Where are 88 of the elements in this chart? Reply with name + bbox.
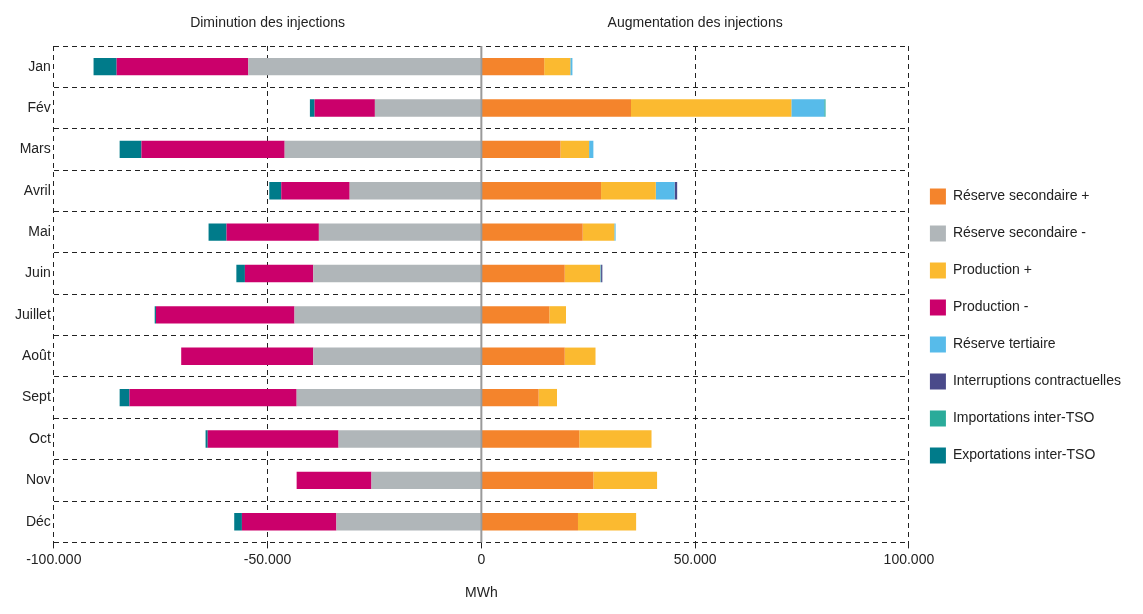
y-tick-label: Août [21, 347, 51, 364]
bar [601, 182, 656, 200]
bar [481, 264, 565, 283]
bar [119, 140, 142, 159]
y-tick-label: Oct [29, 429, 51, 446]
bar [544, 58, 571, 76]
x-tick-label: 50.000 [673, 550, 717, 567]
text: Augmentation des injections [607, 13, 783, 30]
bar [141, 140, 285, 159]
bar [296, 471, 372, 490]
bar [296, 388, 481, 407]
bar [116, 58, 249, 76]
bar [589, 140, 594, 159]
x-tick-label: -100.000 [26, 550, 82, 567]
x-axis-title: MWh [465, 584, 498, 601]
legend-label: Réserve secondaire - [952, 224, 1087, 241]
bar [481, 471, 594, 490]
bar [93, 58, 117, 76]
y-tick-label: Avril [23, 181, 51, 198]
y-tick-label: Mars [19, 140, 51, 157]
bar [208, 223, 227, 241]
bar [244, 264, 314, 283]
bar [374, 99, 481, 117]
bar [294, 306, 481, 324]
bar [236, 264, 245, 283]
bar [205, 430, 208, 448]
x-tick-label: 0 [477, 550, 486, 567]
bar [207, 430, 339, 448]
bar [579, 430, 652, 448]
bar [593, 471, 658, 490]
bar [481, 140, 561, 159]
y-tick-label: Jan [28, 57, 51, 74]
bar [481, 388, 539, 407]
bar [570, 58, 573, 76]
bar [538, 388, 558, 407]
bar [481, 430, 580, 448]
text: Diminution des injections [190, 13, 345, 30]
bar [309, 99, 315, 117]
bar [269, 182, 282, 200]
y-tick-label: Sept [21, 388, 51, 405]
bar [181, 347, 314, 365]
bar [155, 306, 295, 324]
bar [129, 388, 297, 407]
bar [313, 264, 481, 283]
bar [314, 99, 375, 117]
bar [577, 513, 637, 531]
bar [281, 182, 350, 200]
bar [336, 513, 481, 531]
y-tick-label: Fév [27, 98, 51, 115]
bar [338, 430, 481, 448]
y-tick-label: Nov [25, 471, 51, 488]
bar [313, 347, 481, 365]
bar [481, 347, 565, 365]
bar [226, 223, 319, 241]
legend-label: Production - [952, 298, 1029, 315]
x-tick-label: 100.000 [883, 550, 935, 567]
legend-label: Réserve tertiaire [952, 335, 1056, 352]
y-tick-label: Juillet [15, 305, 51, 322]
legend-label: Interruptions contractuelles [952, 372, 1121, 389]
bar [791, 99, 825, 117]
legend-label: Réserve secondaire + [952, 187, 1090, 204]
bar [234, 513, 242, 531]
bar [560, 140, 590, 159]
bar [481, 306, 550, 324]
bar [318, 223, 481, 241]
bar [564, 347, 596, 365]
bar [481, 58, 545, 76]
bar [582, 223, 615, 241]
bar [481, 513, 578, 531]
bar [248, 58, 481, 76]
bar [284, 140, 481, 159]
bar [549, 306, 567, 324]
bar [564, 264, 601, 283]
bar [655, 182, 675, 200]
bar [371, 471, 481, 490]
x-tick-label: -50.000 [243, 550, 292, 567]
bar [481, 223, 583, 241]
bar [349, 182, 481, 200]
legend-label: Production + [952, 261, 1032, 278]
y-tick-label: Juin [25, 264, 51, 281]
y-tick-label: Déc [25, 512, 51, 529]
bar [241, 513, 337, 531]
legend-label: Exportations inter-TSO [952, 446, 1096, 463]
y-tick-label: Mai [28, 223, 51, 240]
legend-label: Importations inter-TSO [952, 409, 1095, 426]
bar [481, 182, 602, 200]
bar [481, 99, 631, 117]
bar [631, 99, 792, 117]
